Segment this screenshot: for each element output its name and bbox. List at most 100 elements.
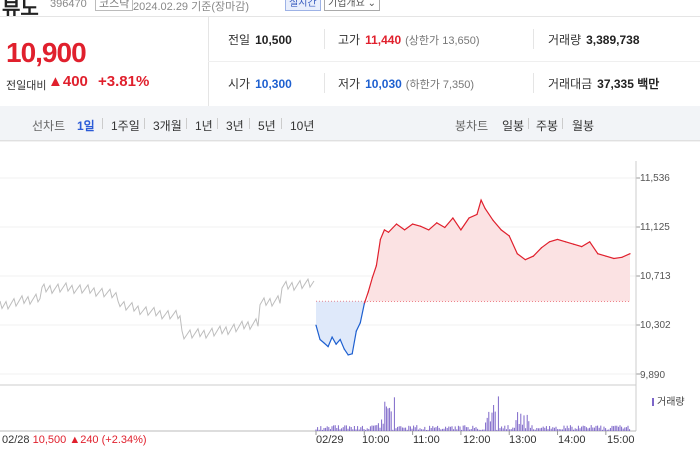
price-point — [444, 226, 446, 229]
price-point — [395, 223, 398, 225]
price-point — [339, 338, 341, 341]
previous-day-line — [0, 277, 315, 341]
price-point — [359, 322, 361, 324]
open-price: 시가 10,300 — [228, 77, 292, 91]
volume-legend: 거래량 — [652, 393, 685, 408]
price-point — [468, 217, 470, 219]
period-bar: 선차트 1일 1주일 3개월 1년 3년 5년 10년 봉차트 일봉 주봉 월봉 — [0, 106, 700, 141]
prev-close: 전일 10,500 — [228, 33, 292, 47]
y-tick: 11,125 — [640, 222, 670, 233]
price-point — [500, 229, 502, 231]
price-point — [319, 338, 321, 341]
stock-header: 뷰노 396470 코스닥 2024.02.29 기준(장마감) 실시간 기업개… — [0, 0, 700, 16]
up-line — [363, 198, 631, 304]
y-tick: 10,302 — [640, 320, 671, 331]
candle-week[interactable]: 주봉 — [536, 119, 559, 133]
x-tick: 14:00 — [558, 434, 586, 446]
price-point — [548, 241, 551, 243]
price-point — [605, 255, 607, 257]
price-point — [597, 253, 599, 255]
price-point — [460, 229, 462, 231]
price-point — [428, 229, 430, 231]
price-point — [367, 291, 369, 293]
candle-month[interactable]: 월봉 — [572, 119, 595, 133]
price-point — [383, 229, 386, 231]
price-change-pct: +3.81% — [98, 73, 150, 90]
price-point — [573, 243, 575, 245]
up-arrow-icon: ▲ — [48, 73, 63, 90]
price-point — [532, 255, 534, 257]
price-point — [420, 225, 422, 227]
price-point — [589, 241, 591, 243]
high-price: 고가 11,440 (상한가 13,650) — [338, 33, 480, 47]
change-label: 전일대비 — [6, 80, 47, 92]
period-1w[interactable]: 1주일 — [111, 119, 140, 133]
price-point — [484, 207, 486, 210]
y-tick: 9,890 — [640, 370, 666, 381]
x-tick: 10:00 — [362, 434, 390, 446]
price-point — [476, 213, 478, 216]
x-tick: 11:00 — [413, 434, 440, 446]
price-point — [480, 199, 482, 201]
period-1y[interactable]: 1년 — [195, 119, 213, 133]
price-point — [613, 257, 615, 260]
price-point — [331, 336, 333, 338]
stock-name: 뷰노 — [2, 0, 39, 16]
period-3y[interactable]: 3년 — [226, 119, 244, 133]
quote-summary: 10,900 전일대비 ▲400 +3.81% 전일 10,500 고가 11,44… — [0, 16, 700, 107]
price-point — [371, 276, 373, 279]
price-date: 2024.02.29 기준(장마감) — [133, 1, 250, 13]
market-badge: 코스닥 — [95, 0, 134, 11]
price-point — [379, 238, 382, 241]
quote-stats: 전일 10,500 고가 11,440 (상한가 13,650) 거래량 3,389,7… — [208, 17, 700, 106]
x-tick: 13:00 — [509, 434, 537, 446]
price-point — [363, 303, 365, 305]
candle-chart-label: 봉차트 — [455, 119, 489, 133]
price-point — [621, 256, 623, 258]
price-point — [387, 231, 390, 233]
line-chart-label: 선차트 — [32, 119, 66, 133]
price-point — [403, 229, 406, 231]
price-point — [375, 265, 377, 267]
x-tick: 15:00 — [607, 434, 635, 446]
trade-amount: 거래대금 37,335 백만 — [548, 77, 660, 91]
price-change: ▲400 — [48, 73, 88, 90]
price-point — [327, 346, 329, 348]
down-area — [316, 301, 369, 355]
price-point — [524, 259, 526, 261]
period-3m[interactable]: 3개월 — [153, 119, 182, 133]
candle-day[interactable]: 일봉 — [502, 119, 525, 133]
x-tick: 02/29 — [316, 434, 344, 446]
x-tick: 12:00 — [463, 434, 491, 446]
price-point — [581, 245, 583, 248]
price-point — [436, 222, 438, 224]
price-point — [347, 354, 349, 356]
price-point — [492, 219, 494, 221]
volume: 거래량 3,389,738 — [548, 33, 640, 47]
price-point — [412, 223, 414, 225]
up-area — [368, 200, 630, 302]
price-point — [629, 253, 631, 255]
price-point — [564, 241, 567, 243]
price-box: 10,900 전일대비 ▲400 +3.81% — [0, 17, 209, 106]
price-point — [335, 343, 337, 345]
company-info-button[interactable]: 기업개요 ⌄ — [324, 0, 380, 11]
low-price: 저가 10,030 (하한가 7,350) — [338, 77, 475, 91]
period-1d[interactable]: 1일 — [77, 119, 95, 133]
price-point — [516, 253, 518, 255]
period-10y[interactable]: 10년 — [290, 119, 315, 133]
price-point — [508, 235, 510, 237]
price-point — [540, 247, 543, 249]
price-point — [351, 353, 353, 355]
price-point — [315, 324, 317, 326]
price-point — [452, 217, 454, 219]
price-point — [556, 238, 559, 241]
chevron-down-icon: ⌄ — [367, 0, 376, 9]
price-chart[interactable] — [0, 141, 700, 450]
y-tick: 10,713 — [640, 271, 671, 282]
realtime-button[interactable]: 실시간 — [285, 0, 321, 11]
price-point — [323, 342, 325, 344]
stock-code: 396470 — [50, 0, 87, 10]
prev-day-info: 02/28 10,500 ▲240 (+2.34%) — [2, 434, 147, 446]
period-5y[interactable]: 5년 — [258, 119, 276, 133]
